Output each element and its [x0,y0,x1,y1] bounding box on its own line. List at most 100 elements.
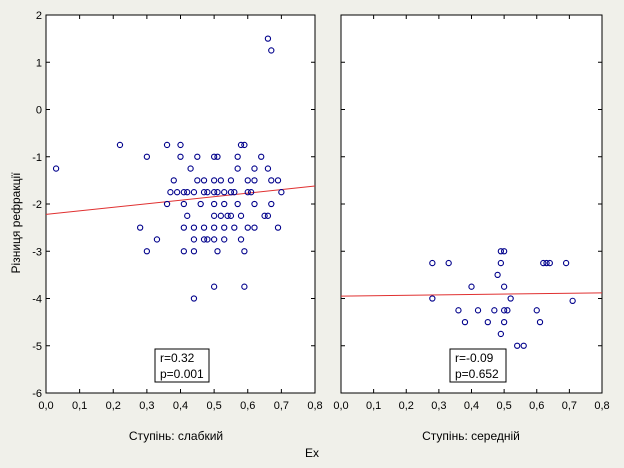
data-point [474,307,482,314]
data-point [261,212,268,219]
data-point [241,283,248,290]
data-point [484,318,491,326]
data-point [237,141,245,149]
data-point [251,177,258,184]
data-point [497,259,505,267]
data-point [221,189,228,196]
x-tick-label-left: 0,6 [240,400,255,412]
x-tick-label-right: 0,8 [594,400,609,412]
data-point [514,342,521,349]
data-point [153,236,161,243]
data-point [221,236,228,243]
data-point [190,295,198,302]
data-point [190,189,198,196]
data-point [180,224,188,231]
data-point [494,271,501,279]
x-tick-label-right: 0,3 [431,400,446,412]
panel-title-right: Ступінь: середній [422,429,520,443]
data-point [200,177,208,184]
x-tick-label-left: 0,7 [274,400,289,412]
data-point [143,153,151,160]
data-point [497,248,505,255]
data-point [247,189,255,196]
data-point [210,212,218,219]
x-tick-label-left: 0,2 [106,400,121,412]
data-point [210,224,218,231]
data-point [241,141,248,149]
data-point [268,177,275,184]
data-point [180,248,188,255]
data-point [500,307,508,314]
data-point [520,342,527,349]
data-point [163,141,171,149]
data-point [200,224,208,231]
data-point [214,248,221,255]
data-point [251,224,258,231]
data-point [173,189,181,196]
p-value-right: p=0.652 [455,367,499,381]
x-tick-label-right: 0,5 [496,400,511,412]
data-point [184,189,191,196]
y-tick-label: -5 [32,341,42,353]
data-point [234,165,241,172]
data-point [274,224,282,231]
x-tick-label-right: 0,4 [464,400,479,412]
regression-line-left [45,185,316,215]
x-tick-label-left: 0,0 [38,400,53,412]
x-axis-label: Ex [305,446,319,460]
data-point [190,224,198,231]
x-tick-label-right: 0,1 [366,400,381,412]
x-tick-label-left: 0,4 [173,400,188,412]
data-point [500,318,508,326]
data-point [569,297,576,305]
data-point [507,295,514,302]
data-point [200,189,208,196]
x-tick-label-right: 0,7 [562,400,577,412]
y-tick-label: -6 [32,388,42,400]
data-point [52,165,60,172]
data-point [231,189,238,196]
data-point [163,200,171,208]
data-point [177,141,184,149]
data-point [251,200,258,208]
stats-box-left: r=0.32 p=0.001 [154,348,210,383]
y-tick-label: -3 [32,246,42,258]
x-tick-label-left: 0,1 [72,400,87,412]
data-point [268,200,275,208]
x-tick-label-left: 0,3 [139,400,154,412]
data-point [184,212,191,219]
data-point [190,248,198,255]
data-point [234,153,241,160]
y-tick-label: -2 [32,199,42,211]
panel-left: 0,0 0,1 0,2 0,3 0,4 0,5 0,6 0,7 0,8 r=0.32 p=0.0… [38,14,323,443]
data-point [210,200,218,208]
data-point [546,259,553,267]
data-point [461,318,469,326]
data-point [180,200,188,208]
data-point [562,259,570,267]
data-point [221,200,228,208]
y-tick-label: -4 [32,294,42,306]
data-point [204,189,211,196]
x-tick-label-left: 0,8 [307,400,322,412]
data-point [536,318,544,326]
data-point [445,259,452,267]
data-point [210,283,218,290]
data-point [274,177,282,184]
data-point [500,248,508,255]
data-point [116,141,124,149]
data-point [143,248,151,255]
data-point [194,153,201,160]
data-point [227,177,235,184]
data-point [210,189,218,196]
data-point [214,189,221,196]
data-point [227,189,235,196]
stats-box-right: r=-0.09 p=0.652 [449,348,507,383]
data-point [190,236,198,243]
data-point [244,177,251,184]
data-point [241,248,248,255]
regression-line-right [340,292,603,297]
data-point [237,236,245,243]
data-point [237,212,245,219]
data-point [177,153,184,160]
